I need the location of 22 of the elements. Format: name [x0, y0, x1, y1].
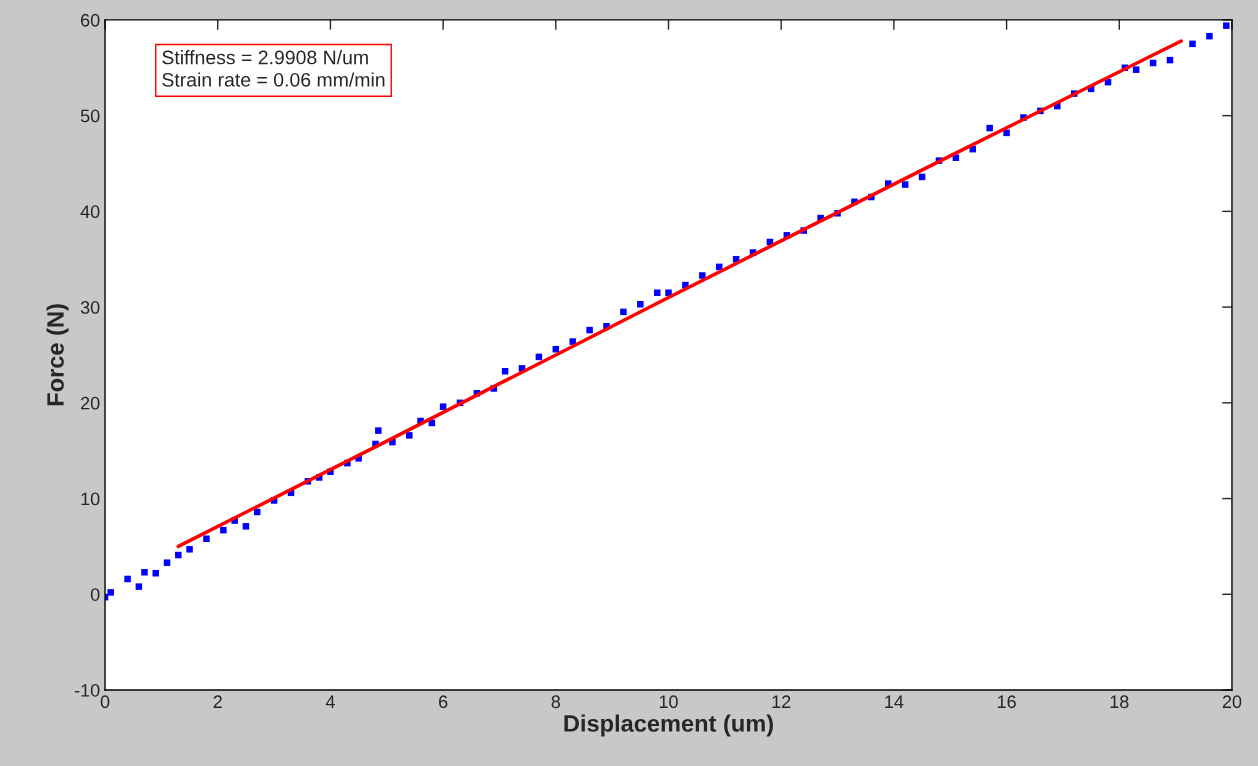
- annotation: Stiffness = 2.9908 N/um Strain rate = 0.06 mm/min: [162, 50, 385, 87]
- x-tick-label: 14: [885, 695, 904, 708]
- x-tick-label: 12: [772, 695, 791, 708]
- y-tick-label: 0: [90, 588, 100, 601]
- y-tick-label: 10: [81, 492, 100, 506]
- x-tick-label: 0: [100, 695, 110, 709]
- x-tick-label: 8: [551, 695, 561, 709]
- x-tick-label: 6: [439, 695, 448, 709]
- x-tick-label: 4: [325, 695, 335, 708]
- y-axis-title: Force (N): [46, 304, 69, 406]
- x-tick-label: 16: [997, 695, 1016, 709]
- x-axis-title: Displacement (um): [564, 714, 773, 737]
- y-tick-label: 20: [81, 396, 100, 410]
- y-tick-label: 50: [80, 109, 100, 123]
- y-tick-label: 30: [80, 301, 100, 314]
- y-tick-label: -10: [74, 683, 100, 697]
- x-tick-label: 18: [1110, 695, 1129, 709]
- x-tick-label: 10: [659, 695, 678, 709]
- y-tick-label: 40: [80, 205, 100, 219]
- x-tick-label: 2: [213, 695, 222, 708]
- x-tick-label: 20: [1222, 695, 1242, 709]
- y-tick-label: 60: [81, 13, 100, 27]
